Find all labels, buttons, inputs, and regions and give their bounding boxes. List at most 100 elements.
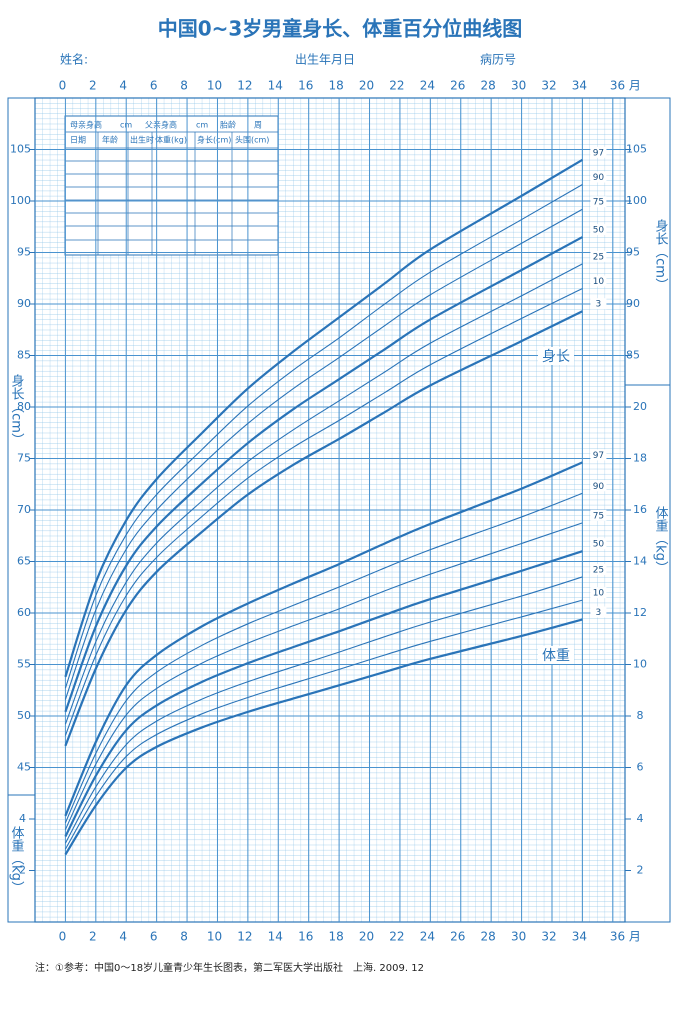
x-tick-label-bottom: 26 (450, 930, 465, 944)
annotation-bg (538, 646, 574, 664)
x-tick-label-bottom: 14 (268, 930, 283, 944)
length-annotation: 身长 (542, 349, 570, 365)
y-tick-label-right: 90 (626, 297, 640, 310)
curve-label-bg (590, 250, 607, 262)
curve-label-bg (590, 509, 607, 521)
x-tick-label-bottom: 34 (572, 930, 587, 944)
table-column: 身长(cm) (197, 135, 231, 145)
y-tick-label: 60 (17, 606, 31, 619)
table-parent: 胎龄 (220, 120, 236, 130)
x-tick-label-top: 22 (389, 79, 404, 93)
percentile-curve (64, 263, 583, 725)
y-tick-label: 45 (17, 761, 31, 774)
percentile-curve (64, 310, 583, 747)
percentile-curve (64, 522, 583, 830)
table-parent: cm (196, 121, 208, 130)
x-tick-label-top: 18 (328, 79, 343, 93)
table-parent: 母亲身高 (70, 120, 102, 130)
x-tick-label-top: 10 (207, 79, 222, 93)
x-tick-label-top: 12 (237, 79, 252, 93)
x-tick-label-top: 30 (511, 79, 526, 93)
curve-label-bg (590, 449, 607, 461)
annotation-bg (538, 347, 574, 365)
x-tick-label-top: 6 (150, 79, 158, 93)
x-tick-label-top: 2 (89, 79, 97, 93)
curve-label: 50 (593, 226, 605, 236)
y-tick-label: 105 (10, 143, 31, 156)
record-table: 母亲身高 cm 父亲身高 cm 胎龄 周 日期 年龄 出生时 体重(kg) 身长… (64, 115, 279, 256)
table-column: 日期 (70, 136, 86, 145)
percentile-curve (64, 599, 583, 850)
curve-label-bg (590, 480, 607, 492)
y2-axis-title-right: 体重（kg） (653, 506, 669, 574)
percentile-curve (64, 492, 583, 824)
x-tick-label-bottom: 20 (359, 930, 374, 944)
curve-label-bg (590, 587, 607, 599)
x-tick-label-top: 24 (420, 79, 435, 93)
y-tick-label: 100 (10, 194, 31, 207)
table-parent: 父亲身高 (145, 120, 177, 130)
x-tick-label-bottom: 24 (420, 930, 435, 944)
curve-label: 50 (593, 540, 605, 550)
y-tick-label: 65 (17, 555, 31, 568)
x-tick-label-bottom: 10 (207, 930, 222, 944)
curve-label: 10 (593, 277, 605, 287)
percentile-curve (64, 158, 583, 678)
x-tick-label-top: 26 (450, 79, 465, 93)
title: 中国0~3岁男童身长、体重百分位曲线图 (158, 17, 523, 41)
curve-label-bg (590, 298, 607, 310)
curve-label: 25 (593, 252, 604, 262)
curve-label-bg (590, 563, 607, 575)
x-tick-label-bottom: 6 (150, 930, 158, 944)
x-tick-label-top: 36 月 (610, 79, 641, 93)
curve-label: 75 (593, 198, 604, 208)
curve-label-bg (590, 146, 607, 158)
percentile-curve (64, 184, 583, 689)
y-tick-label-right: 100 (626, 194, 647, 207)
y2-tick-label: 20 (633, 400, 647, 413)
y2-tick-label: 10 (633, 658, 647, 671)
x-tick-label-bottom: 32 (541, 930, 556, 944)
curve-label: 3 (596, 608, 602, 618)
x-tick-label-top: 32 (541, 79, 556, 93)
y-axis-title-right: 身长（cm） (653, 219, 669, 291)
x-tick-label-bottom: 2 (89, 930, 97, 944)
curve-label-bg (590, 538, 607, 550)
y2-tick-label-left: 2 (19, 864, 26, 877)
y2-tick-label: 16 (633, 503, 647, 516)
y-tick-label: 90 (17, 297, 31, 310)
curve-label: 97 (593, 451, 604, 461)
percentile-curve (64, 288, 583, 736)
y-tick-label: 55 (17, 658, 31, 671)
curve-label: 90 (593, 173, 605, 183)
table-column: 出生时 (130, 135, 154, 145)
x-tick-label-bottom: 0 (59, 930, 67, 944)
curve-label-bg (590, 171, 607, 183)
table-column: 体重(kg) (155, 135, 187, 145)
y-tick-label-right: 95 (626, 246, 640, 259)
table-column: 头围(cm) (235, 135, 269, 145)
x-tick-label-bottom: 30 (511, 930, 526, 944)
curve-label-bg (590, 275, 607, 287)
curve-label: 75 (593, 511, 604, 521)
birth-label: 出生年月日 (295, 53, 355, 67)
y2-tick-label: 18 (633, 452, 647, 465)
percentile-curve (64, 550, 583, 838)
y-tick-label: 75 (17, 452, 31, 465)
x-tick-label-bottom: 4 (119, 930, 127, 944)
y2-tick-label: 12 (633, 606, 647, 619)
y2-tick-label: 6 (637, 761, 644, 774)
record-label: 病历号 (480, 52, 516, 67)
percentile-curve (64, 618, 583, 856)
y-tick-label: 80 (17, 400, 31, 413)
y-tick-label: 50 (17, 709, 31, 722)
curve-label: 25 (593, 565, 604, 575)
x-tick-label-top: 8 (180, 79, 188, 93)
percentile-curve (64, 461, 583, 817)
table-rules (65, 131, 278, 255)
x-tick-label-top: 4 (119, 79, 127, 93)
footnote: 注：①参考：中国0～18岁儿童青少年生长图表，第二军医大学出版社 上海. 200… (35, 961, 424, 974)
x-tick-label-bottom: 12 (237, 930, 252, 944)
curve-label: 10 (593, 589, 605, 599)
